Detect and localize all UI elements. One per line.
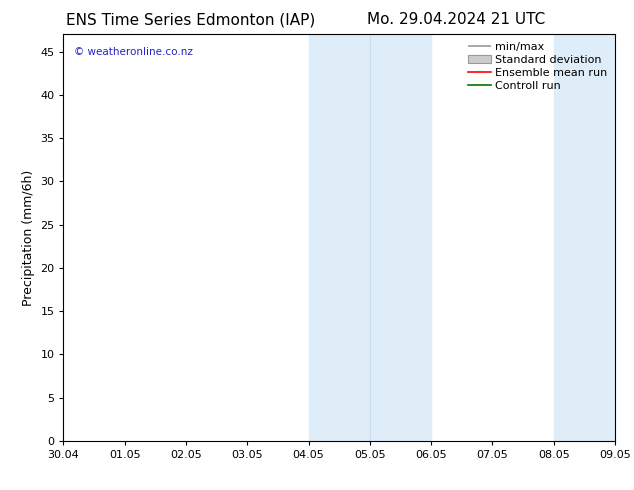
Bar [553,34,618,441]
Text: © weatheronline.co.nz: © weatheronline.co.nz [74,47,193,56]
Bar [309,34,431,441]
Text: Mo. 29.04.2024 21 UTC: Mo. 29.04.2024 21 UTC [367,12,546,27]
Text: ENS Time Series Edmonton (IAP): ENS Time Series Edmonton (IAP) [65,12,315,27]
Y-axis label: Precipitation (mm/6h): Precipitation (mm/6h) [22,170,35,306]
Legend: min/max, Standard deviation, Ensemble mean run, Controll run: min/max, Standard deviation, Ensemble me… [466,40,609,93]
